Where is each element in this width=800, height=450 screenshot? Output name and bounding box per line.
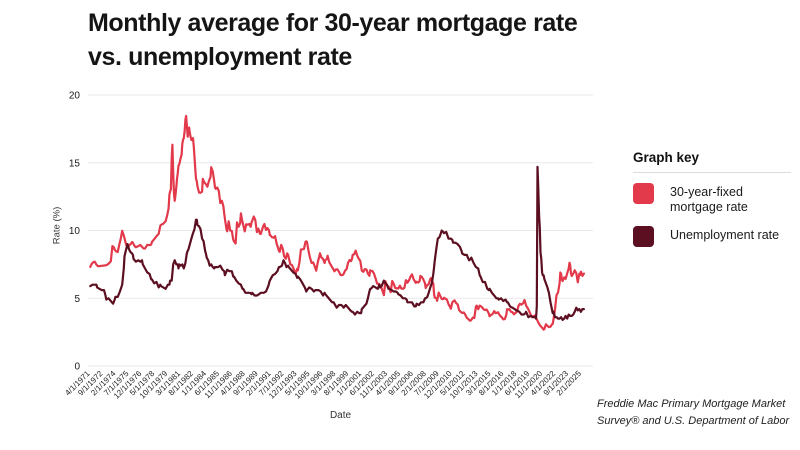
mortgage-rate-swatch-icon: [633, 183, 654, 204]
chart-canvas: 051015204/1/19719/1/19722/1/19747/1/1975…: [63, 91, 593, 401]
unemployment-rate-legend-label: Unemployment rate: [670, 228, 780, 242]
y-tick-label: 10: [69, 226, 81, 237]
mortgage-rate-line: [89, 114, 586, 331]
x-axis-label: Date: [329, 410, 352, 421]
y-tick-label: 20: [69, 91, 81, 102]
legend-item-mortgage-rate: 30-year-fixed mortgage rate: [633, 183, 791, 215]
legend-item-unemployment-rate: Unemployment rate: [633, 226, 791, 247]
mortgage-rate-legend-label: 30-year-fixed mortgage rate: [670, 185, 748, 214]
source-citation: Freddie Mac Primary Mortgage Market Surv…: [597, 398, 790, 427]
y-tick-label: 5: [74, 294, 80, 305]
chart-title: Monthly average for 30-year mortgage rat…: [88, 9, 578, 71]
unemployment-rate-line: [89, 165, 586, 321]
graph-key-legend: Graph key 30-year-fixed mortgage rate Un…: [633, 150, 791, 258]
unemployment-rate-swatch-icon: [633, 226, 654, 247]
y-tick-label: 15: [69, 158, 81, 169]
legend-divider: [633, 172, 791, 173]
legend-title: Graph key: [633, 150, 700, 165]
y-tick-label: 0: [74, 362, 80, 373]
